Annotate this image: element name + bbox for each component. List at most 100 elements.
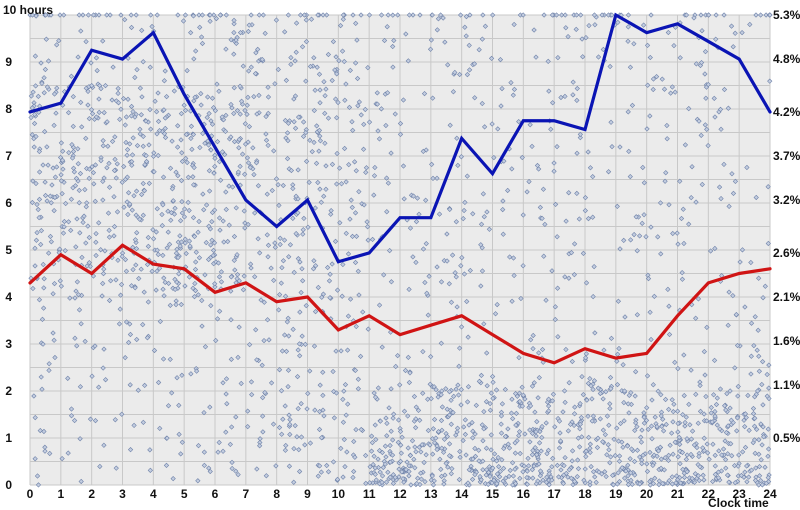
scatter-point [178, 110, 185, 117]
scatter-point [280, 182, 286, 189]
scatter-point [35, 482, 42, 488]
scatter-point [221, 239, 227, 245]
scatter-point [89, 83, 95, 89]
scatter-point [236, 324, 242, 330]
scatter-point [413, 219, 420, 225]
scatter-point [591, 12, 598, 18]
scatter-point [341, 145, 348, 152]
scatter-point [99, 293, 105, 299]
scatter-point [93, 114, 99, 120]
scatter-point [702, 122, 708, 128]
scatter-point [532, 409, 538, 415]
scatter-point [355, 268, 361, 274]
scatter-point [702, 49, 709, 55]
scatter-point [509, 396, 515, 402]
scatter-point [300, 227, 306, 233]
scatter-point [362, 106, 368, 113]
scatter-point [250, 145, 256, 151]
scatter-point [650, 462, 656, 468]
scatter-point [710, 478, 716, 485]
scatter-point [201, 462, 208, 469]
scatter-point [170, 475, 176, 482]
scatter-point [704, 441, 710, 447]
scatter-point [470, 435, 476, 441]
scatter-point [488, 390, 494, 396]
scatter-point [713, 401, 720, 408]
scatter-point [113, 175, 119, 181]
scatter-point [577, 400, 583, 407]
scatter-point [541, 12, 547, 18]
scatter-point [33, 180, 39, 187]
scatter-point [527, 427, 533, 433]
scatter-point [86, 260, 92, 266]
scatter-point [230, 184, 236, 190]
scatter-point [323, 186, 329, 192]
scatter-point [167, 356, 173, 362]
scatter-point [335, 99, 341, 106]
scatter-point [36, 148, 42, 155]
scatter-point [223, 189, 229, 195]
scatter-point [660, 480, 666, 487]
scatter-point [648, 12, 654, 18]
scatter-point [644, 42, 651, 49]
scatter-point [363, 452, 369, 459]
scatter-point [658, 392, 664, 398]
scatter-point [36, 169, 43, 175]
scatter-point [292, 125, 299, 131]
scatter-point [758, 421, 764, 427]
scatter-point [472, 471, 478, 478]
scatter-point [150, 227, 156, 233]
scatter-point [139, 27, 145, 34]
scatter-point [687, 422, 693, 428]
scatter-point [650, 382, 656, 388]
scatter-point [610, 472, 616, 478]
scatter-point [525, 463, 532, 469]
scatter-point [625, 109, 631, 115]
scatter-point [100, 280, 106, 287]
scatter-point [665, 286, 671, 292]
scatter-point [330, 38, 337, 45]
scatter-point [31, 144, 37, 150]
scatter-point [237, 83, 243, 89]
scatter-point [403, 31, 409, 37]
scatter-point [195, 229, 201, 235]
scatter-point [448, 421, 454, 427]
scatter-point [481, 426, 487, 432]
scatter-point [67, 295, 73, 301]
scatter-point [537, 468, 544, 474]
scatter-point [434, 175, 440, 181]
scatter-point [764, 371, 770, 378]
scatter-point [205, 94, 211, 100]
scatter-point [558, 94, 564, 101]
scatter-point [570, 92, 576, 98]
scatter-point [556, 474, 562, 480]
scatter-point [357, 353, 364, 359]
scatter-point [495, 454, 501, 461]
scatter-point [292, 422, 298, 429]
scatter-point [234, 272, 241, 278]
scatter-point [228, 274, 234, 280]
scatter-point [60, 166, 66, 172]
scatter-point [263, 137, 270, 143]
scatter-point [544, 474, 550, 480]
scatter-point [47, 450, 53, 457]
scatter-point [48, 239, 54, 245]
scatter-point [101, 266, 107, 272]
scatter-point [192, 266, 199, 273]
x-tick-label: 3 [119, 487, 126, 501]
scatter-point [127, 447, 134, 453]
scatter-point [759, 482, 765, 488]
scatter-point [406, 379, 413, 386]
scatter-point [207, 468, 213, 475]
scatter-point [698, 132, 704, 139]
scatter-point [650, 480, 657, 487]
scatter-point [79, 254, 85, 261]
scatter-point [729, 171, 735, 177]
scatter-point [726, 289, 732, 295]
scatter-point [59, 456, 65, 462]
scatter-point [632, 427, 638, 434]
scatter-point [459, 254, 465, 261]
scatter-point [237, 29, 244, 36]
scatter-point [441, 436, 448, 442]
scatter-point [730, 190, 737, 197]
